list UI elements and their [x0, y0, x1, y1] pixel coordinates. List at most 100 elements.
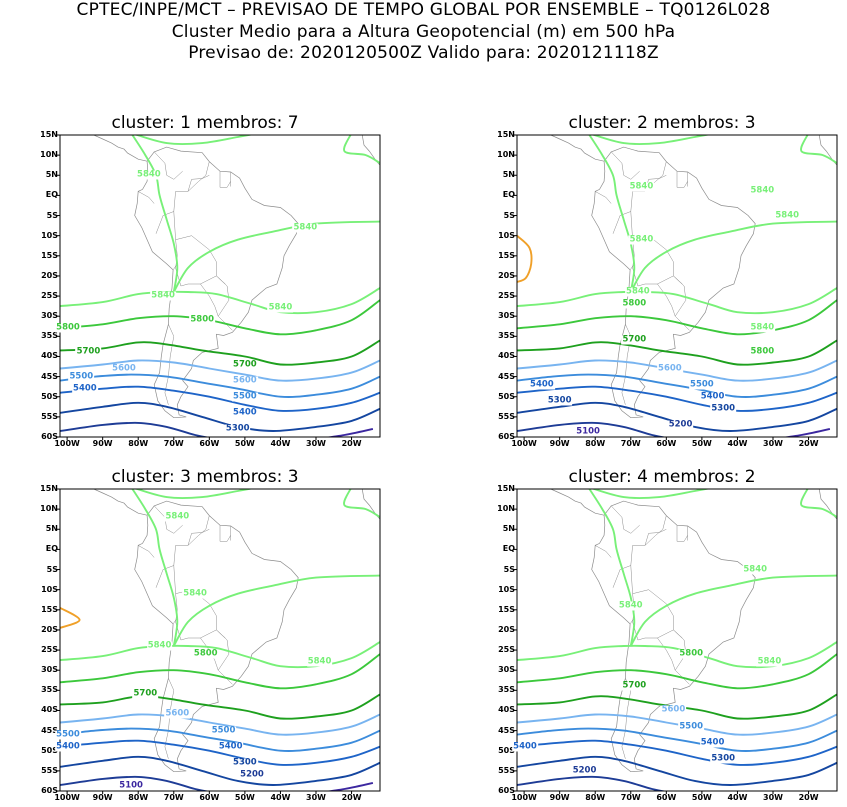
country-border	[673, 275, 683, 285]
coastline	[549, 135, 605, 162]
lat-tick-label: 30S	[41, 665, 58, 675]
contour-label: 5300	[232, 757, 258, 768]
lat-tick-label: 60S	[498, 432, 515, 441]
contour-label: 5200	[239, 769, 265, 780]
map-panel-cluster-4: cluster: 4 membros: 2 15N 10N 5N EQ 5S 10S 15S…	[497, 467, 838, 807]
contour-label: 5840	[182, 588, 208, 599]
contour-label: 5800	[678, 648, 705, 659]
lon-tick-label: 50W	[691, 793, 712, 802]
country-border	[138, 191, 155, 204]
panel-title: cluster: 3 membros: 3	[111, 467, 299, 487]
contour-label: 5400	[217, 741, 244, 752]
lat-tick-label: 40S	[498, 351, 515, 361]
country-border	[216, 275, 226, 285]
contour-5500	[60, 727, 380, 752]
lat-tick-label: 35S	[498, 685, 515, 695]
contour-5840	[343, 489, 380, 519]
contour-5840	[591, 135, 711, 146]
contour-5800	[517, 299, 837, 336]
country-border	[611, 505, 640, 534]
header-line-1: CPTEC/INPE/MCT – PREVISAO DE TEMPO GLOBA…	[76, 0, 771, 20]
lat-tick-label: 25S	[498, 291, 515, 301]
lon-tick-label: 90W	[92, 439, 113, 448]
lat-tick-label: 25S	[498, 645, 515, 655]
lon-tick-label: 90W	[549, 439, 570, 448]
contour-5300	[60, 755, 380, 786]
country-border	[154, 505, 183, 534]
lat-tick-label: 5N	[45, 170, 58, 180]
contour-label: 5840	[146, 640, 173, 651]
country-border	[657, 283, 676, 317]
contour-label: 5500	[210, 725, 237, 736]
lat-tick-label: 5S	[46, 210, 58, 220]
coastline	[92, 135, 148, 162]
country-border	[200, 283, 219, 317]
lat-tick-label: 10N	[40, 150, 58, 160]
lat-tick-label: 10S	[41, 230, 58, 240]
lat-tick-label: 5S	[46, 564, 58, 574]
map-border	[516, 488, 838, 792]
country-border	[164, 324, 175, 405]
contour-label: 5700	[621, 334, 648, 345]
contour-label: 5840	[774, 210, 801, 221]
lat-tick-label: 20S	[41, 624, 58, 634]
contour-label: 5800	[621, 298, 648, 309]
contour-5600	[60, 359, 380, 382]
map-canvas	[514, 488, 838, 794]
contour-label: 5400	[72, 383, 98, 394]
country-border	[155, 515, 210, 588]
lat-tick-label: 5N	[45, 524, 58, 534]
coastline	[134, 146, 299, 419]
map-canvas	[57, 488, 381, 794]
contour-label: 5100	[575, 426, 601, 437]
contour-5300	[517, 755, 837, 786]
contour-5500	[517, 727, 837, 752]
contour-label: 5600	[164, 708, 191, 719]
contour-5300	[60, 401, 380, 432]
lat-tick-label: 50S	[41, 391, 58, 401]
coastline	[591, 146, 756, 419]
contour-label: 5600	[111, 363, 137, 374]
lat-tick-label: 50S	[498, 745, 515, 755]
lat-tick-label: 5N	[502, 524, 515, 534]
contour-5400	[517, 739, 837, 766]
lat-tick-label: 55S	[41, 765, 58, 775]
contour-5100	[323, 427, 374, 437]
contour-5840	[517, 641, 837, 669]
lon-tick-label: 50W	[234, 793, 255, 802]
lat-tick-label: 30S	[498, 311, 515, 321]
contour-5840	[591, 489, 711, 500]
contour-5600	[517, 359, 837, 382]
contour-5800	[60, 299, 380, 336]
lat-tick-label: 30S	[41, 311, 58, 321]
map-panel-cluster-1: cluster: 1 membros: 7 15N 10N 5N EQ 5S 10S 15S…	[40, 113, 381, 453]
contour-label: 5500	[55, 729, 81, 740]
lat-tick-label: 15N	[40, 130, 58, 139]
lat-tick-label: 25S	[41, 291, 58, 301]
contour-5840	[629, 220, 837, 293]
header-line-3: Previsao de: 2020120500Z Valido para: 20…	[188, 43, 659, 63]
country-border	[154, 151, 183, 180]
contour-5840	[517, 287, 837, 315]
map-canvas	[514, 134, 838, 440]
lat-tick-label: 45S	[41, 371, 58, 381]
lat-tick-label: 60S	[41, 786, 58, 795]
lon-tick-label: 70W	[163, 793, 184, 802]
lat-tick-label: 15N	[497, 130, 515, 139]
lat-tick-label: 50S	[498, 391, 515, 401]
contour-label: 5840	[749, 322, 776, 333]
contour-5700	[60, 693, 380, 720]
lon-tick-label: 20W	[341, 439, 362, 448]
lat-tick-label: 35S	[498, 331, 515, 341]
lat-tick-label: 35S	[41, 331, 58, 341]
lat-tick-label: 15S	[41, 250, 58, 260]
lon-tick-label: 30W	[763, 793, 783, 802]
lon-tick-label: 60W	[199, 439, 220, 448]
contour-high	[517, 234, 533, 283]
lon-tick-label: 40W	[727, 793, 748, 802]
lat-tick-label: 60S	[41, 432, 58, 441]
lat-tick-label: 45S	[41, 725, 58, 735]
lat-tick-label: 5S	[503, 210, 515, 220]
contour-5840	[588, 489, 636, 647]
contour-5600	[517, 713, 837, 736]
